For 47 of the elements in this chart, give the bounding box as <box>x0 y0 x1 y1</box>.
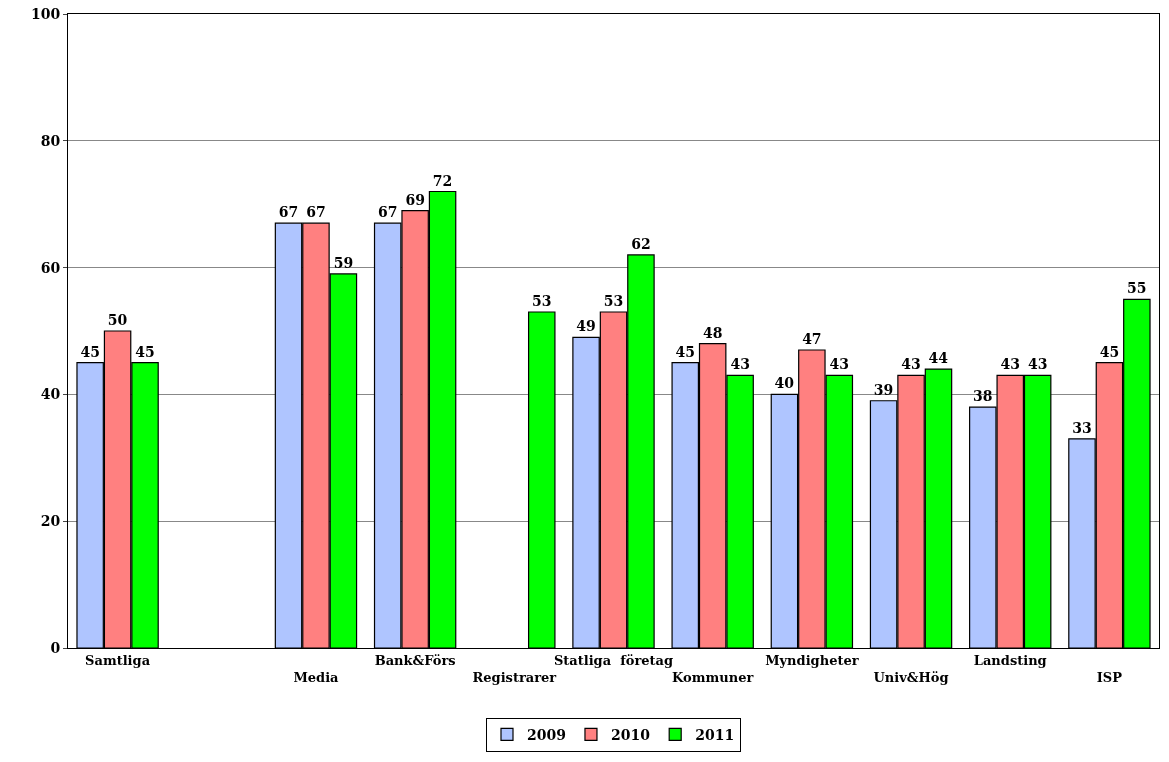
y-tick-label: 20 <box>40 513 61 530</box>
data-label: 59 <box>333 254 354 271</box>
data-label: 43 <box>730 356 750 373</box>
data-label: 50 <box>107 312 128 328</box>
data-label: 40 <box>774 375 795 392</box>
data-label: 55 <box>1127 280 1147 297</box>
data-label: 47 <box>802 331 822 348</box>
x-tick-label: Samtliga <box>85 652 151 668</box>
y-tick-label: 40 <box>40 386 61 403</box>
data-label: 67 <box>306 204 326 221</box>
x-tick-label: Registrarer <box>472 669 557 685</box>
data-label: 53 <box>603 292 624 309</box>
data-label: 48 <box>702 324 723 341</box>
data-label: 53 <box>532 292 552 309</box>
data-label: 72 <box>432 172 453 189</box>
data-label: 43 <box>1000 356 1020 373</box>
data-label: 45 <box>80 343 100 360</box>
data-label: 45 <box>675 343 695 360</box>
data-label: 44 <box>928 350 949 367</box>
legend-label: 2010 <box>610 726 651 743</box>
data-label: 69 <box>405 191 425 208</box>
x-tick-label: Univ&Hög <box>873 669 949 685</box>
y-tick-label: 60 <box>40 259 61 276</box>
data-label: 45 <box>135 343 155 360</box>
data-label: 43 <box>901 356 921 373</box>
data-label: 43 <box>829 356 850 373</box>
data-label: 45 <box>1099 343 1120 360</box>
data-label: 33 <box>1072 419 1092 436</box>
y-tick-label: 0 <box>50 639 61 656</box>
x-tick-label: Landsting <box>973 652 1047 668</box>
data-label: 62 <box>631 235 651 252</box>
x-tick-label: ISP <box>1096 669 1123 685</box>
data-label: 38 <box>973 388 993 405</box>
y-tick-label: 80 <box>40 132 61 149</box>
x-tick-label: Statliga företag <box>553 652 674 668</box>
x-tick-label: Myndigheter <box>765 652 859 668</box>
data-label: 67 <box>278 204 299 221</box>
legend-label: 2011 <box>695 726 735 743</box>
x-tick-label: Media <box>293 669 340 685</box>
y-tick-label: 100 <box>30 5 61 22</box>
data-label: 43 <box>1027 356 1048 373</box>
x-tick-label: Kommuner <box>672 669 754 685</box>
data-label: 67 <box>377 204 398 221</box>
legend-label: 2009 <box>527 726 566 743</box>
x-tick-label: Bank&Förs <box>374 652 456 668</box>
data-label: 39 <box>873 381 894 398</box>
data-label: 49 <box>576 318 596 335</box>
